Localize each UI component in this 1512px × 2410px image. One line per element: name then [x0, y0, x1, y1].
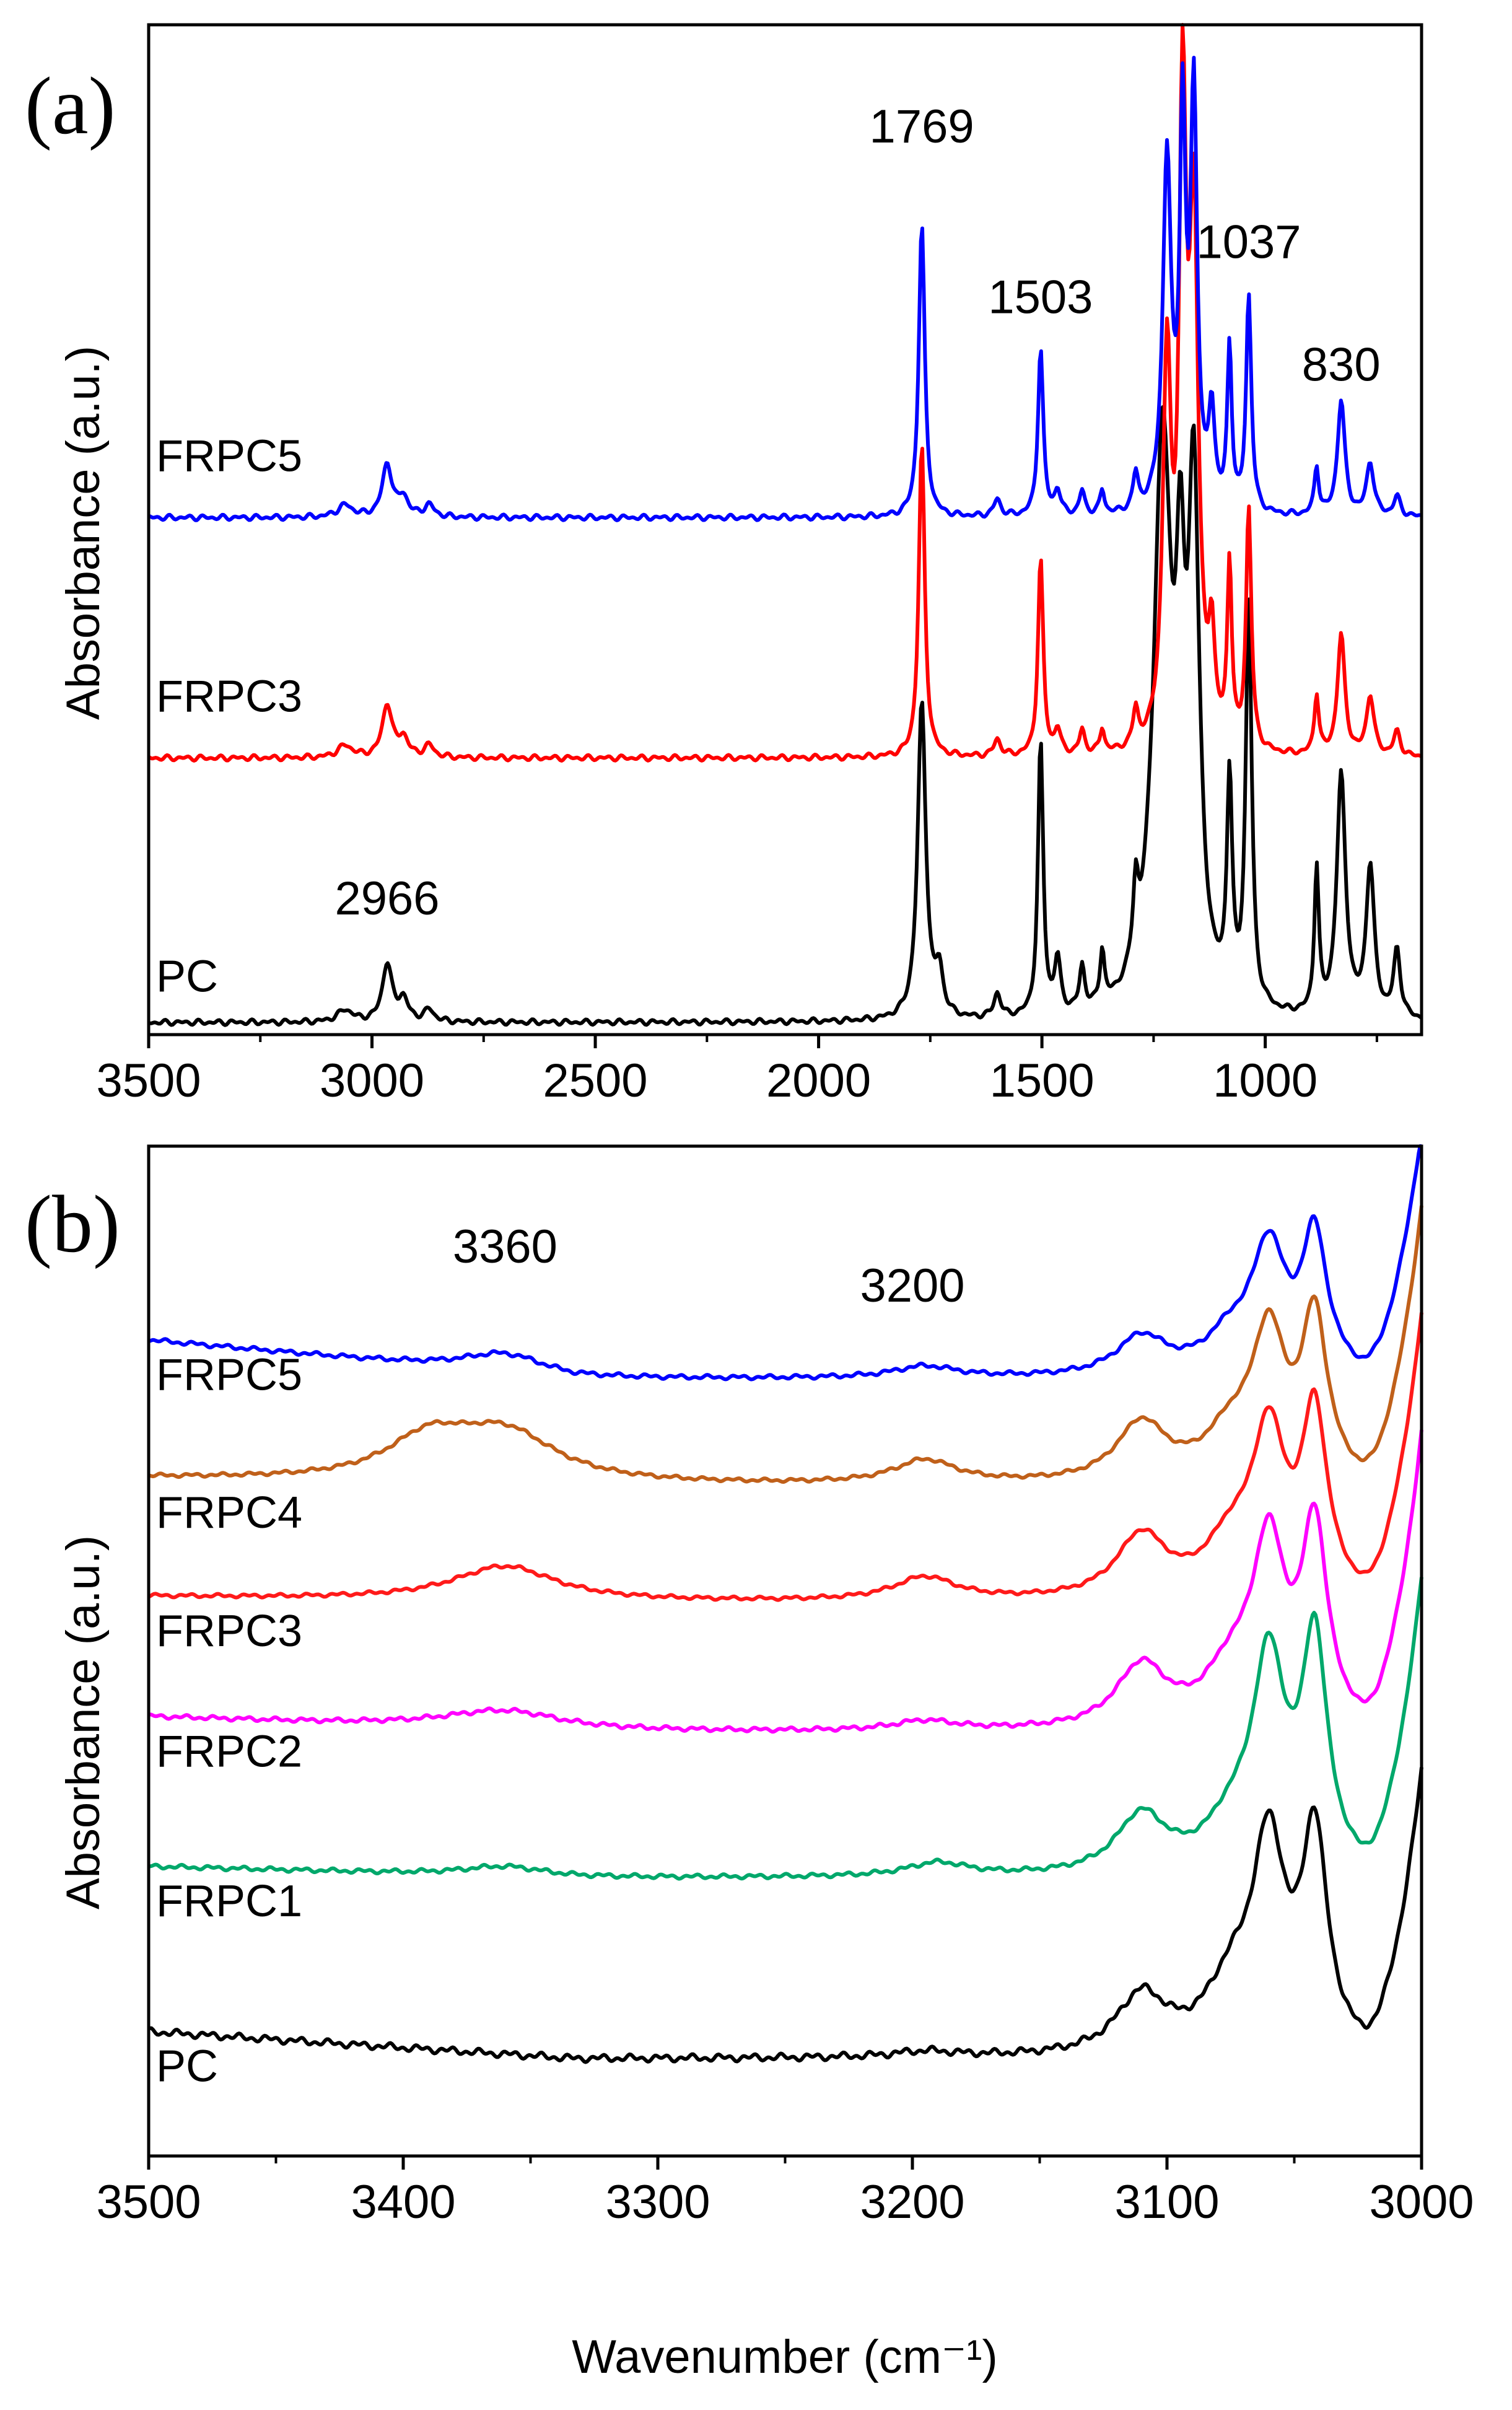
peak-label-1503: 1503	[988, 271, 1093, 324]
series-line-frpc4	[148, 1205, 1423, 1484]
x-tick-label-3000: 3000	[1369, 2176, 1474, 2228]
panel-a-curves	[147, 23, 1423, 1027]
panel-b-annotations: PC FRPC1 FRPC2 FRPC3 FRPC4 FRPC5 3360 3200	[156, 1220, 965, 2091]
series-label-frpc2: FRPC2	[156, 1727, 302, 1777]
panel-b-frame	[147, 1144, 1423, 2158]
x-tick-label-1000: 1000	[1213, 1054, 1318, 1107]
x-tick-label-2500: 2500	[543, 1054, 648, 1107]
series-line-frpc5	[148, 56, 1422, 522]
panel-b: (b) Absorbance (a.u.) PC FRPC1 FRPC2 FRPC3 F…	[25, 1144, 1474, 2383]
panel-b-curves	[147, 1144, 1423, 2064]
panel-a: (a) Absorbance (a.u.) PC FRPC3 FRPC5 1769 15…	[25, 23, 1423, 1107]
panel-b-letter: (b)	[25, 1178, 120, 1269]
panel-a-annotations: PC FRPC3 FRPC5 1769 1503 1037 830 2966	[156, 100, 1381, 1001]
series-line-frpc3	[147, 1312, 1423, 1602]
peak-label-1037: 1037	[1196, 216, 1301, 269]
series-line-frpc2	[148, 1429, 1423, 1734]
x-axis-label: Wavenumber (cm⁻¹)	[572, 2331, 998, 2383]
peak-label-1769: 1769	[870, 100, 974, 153]
series-line-pc	[147, 1767, 1423, 2064]
series-line-frpc3	[147, 23, 1423, 763]
peak-label-2966: 2966	[334, 872, 439, 925]
x-tick-label-3000: 3000	[320, 1054, 424, 1107]
series-label-frpc3: FRPC3	[156, 672, 302, 722]
x-tick-label-3500: 3500	[96, 1054, 201, 1107]
peak-label-3200: 3200	[860, 1260, 964, 1312]
peak-label-3360: 3360	[453, 1220, 557, 1273]
series-label-frpc5: FRPC5	[156, 1351, 302, 1400]
x-tick-label-2000: 2000	[766, 1054, 871, 1107]
x-tick-label-3300: 3300	[605, 2176, 710, 2228]
series-label-pc: PC	[156, 2041, 218, 2091]
x-tick-label-1500: 1500	[990, 1054, 1095, 1107]
series-line-frpc5	[147, 1144, 1422, 1382]
panel-a-frame	[147, 23, 1423, 1036]
series-label-pc: PC	[156, 952, 218, 1002]
x-tick-label-3200: 3200	[860, 2176, 964, 2228]
series-label-frpc4: FRPC4	[156, 1488, 302, 1538]
panel-a-y-axis-label: Absorbance (a.u.)	[57, 346, 110, 720]
panel-a-x-axis: 3500 3000 2500 2000 1500 1000	[96, 1035, 1378, 1107]
panel-a-letter: (a)	[25, 60, 116, 151]
series-line-frpc1	[148, 1577, 1423, 1881]
x-tick-label-3500: 3500	[96, 2176, 201, 2228]
series-label-frpc3: FRPC3	[156, 1606, 302, 1656]
panel-b-y-axis-label: Absorbance (a.u.)	[57, 1535, 110, 1909]
x-tick-label-3400: 3400	[351, 2176, 455, 2228]
peak-label-830: 830	[1302, 338, 1381, 391]
series-label-frpc1: FRPC1	[156, 1877, 302, 1926]
series-line-pc	[147, 405, 1423, 1027]
series-label-frpc5: FRPC5	[156, 432, 302, 481]
x-tick-label-3100: 3100	[1114, 2176, 1219, 2228]
panel-b-x-axis: 3500 3400 3300 3200 3100 3000	[96, 2156, 1474, 2228]
